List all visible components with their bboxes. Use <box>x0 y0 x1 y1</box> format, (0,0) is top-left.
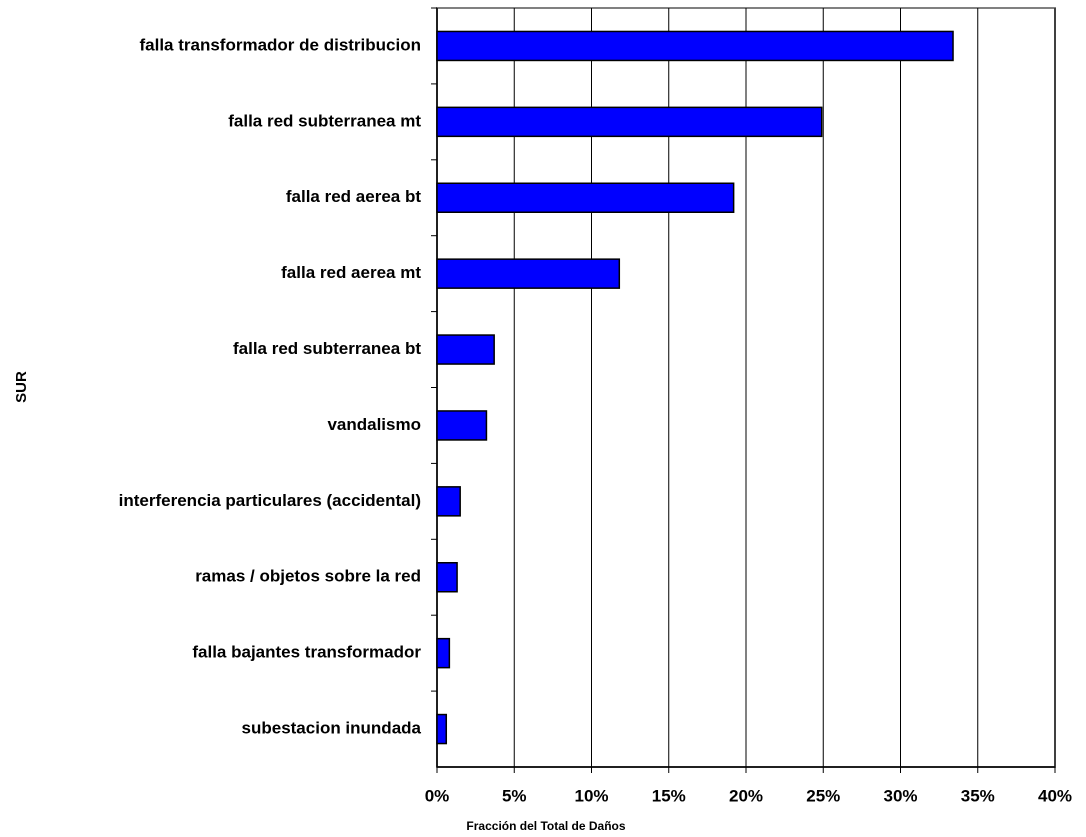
x-tick-label: 10% <box>574 786 608 805</box>
x-tick-label: 30% <box>883 786 917 805</box>
bar <box>436 106 823 138</box>
bar <box>436 486 461 517</box>
y-tick-label: falla red subterranea bt <box>233 339 421 358</box>
y-tick-label: subestacion inundada <box>242 719 422 738</box>
y-tick-label: interferencia particulares (accidental) <box>119 491 421 510</box>
y-tick-label: falla red aerea bt <box>286 187 421 206</box>
bar <box>436 258 621 289</box>
bar <box>436 410 488 441</box>
y-tick-label: vandalismo <box>327 415 421 434</box>
y-tick-label: ramas / objetos sobre la red <box>195 567 421 586</box>
y-axis-title: SUR <box>13 371 30 403</box>
y-tick-label: falla red subterranea mt <box>228 111 421 130</box>
bar <box>436 713 448 745</box>
x-tick-label: 20% <box>729 786 763 805</box>
x-tick-label: 35% <box>961 786 995 805</box>
bar <box>436 30 954 62</box>
bar <box>436 562 458 593</box>
x-tick-label: 15% <box>652 786 686 805</box>
x-tick-label: 40% <box>1038 786 1072 805</box>
x-axis-title: Fracción del Total de Daños <box>466 819 625 833</box>
x-tick-label: 5% <box>502 786 527 805</box>
y-tick-label: falla transformador de distribucion <box>140 35 422 54</box>
y-tick-label: falla bajantes transformador <box>192 643 421 662</box>
bar <box>436 334 495 365</box>
bar <box>436 637 451 669</box>
bar <box>436 182 735 213</box>
y-tick-label: falla red aerea mt <box>281 263 421 282</box>
x-tick-label: 25% <box>806 786 840 805</box>
x-tick-label: 0% <box>425 786 450 805</box>
